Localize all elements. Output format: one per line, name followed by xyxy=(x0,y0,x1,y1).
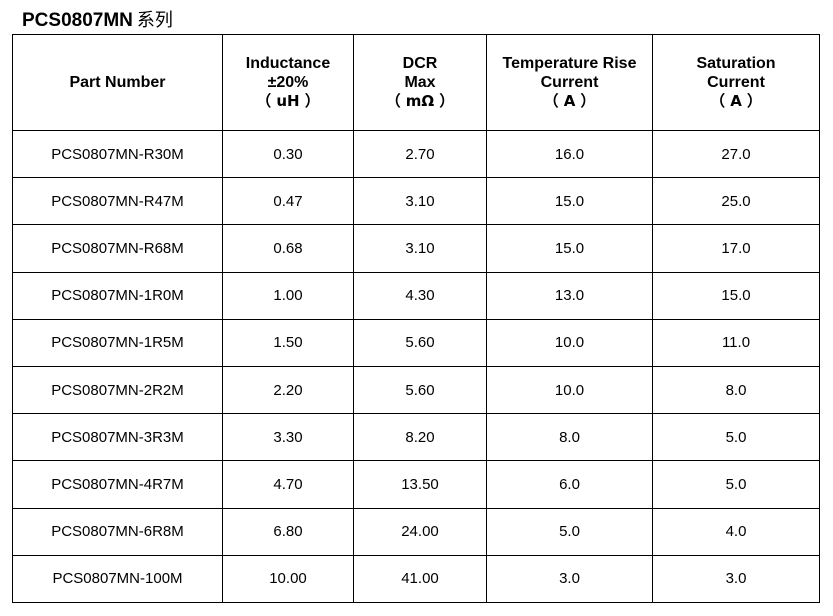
cell-dcr: 24.00 xyxy=(353,507,487,556)
cell-part-number: PCS0807MN-100M xyxy=(12,554,223,603)
title-series: 系列 xyxy=(136,10,173,31)
cell-inductance: 0.68 xyxy=(222,224,354,273)
cell-saturation-current: 15.0 xyxy=(652,271,820,320)
cell-part-number: PCS0807MN-6R8M xyxy=(12,507,223,556)
header-line: Inductance xyxy=(245,55,331,72)
table-row: PCS0807MN-100M 10.00 41.00 3.0 3.0 xyxy=(12,554,820,603)
header-line: Max xyxy=(404,74,436,91)
cell-inductance: 3.30 xyxy=(222,413,354,462)
header-inductance: Inductance ±20% （ uH ） xyxy=(222,34,354,131)
header-unit: （ uH ） xyxy=(256,92,320,110)
cell-part-number: PCS0807MN-1R5M xyxy=(12,318,223,367)
header-unit: （ A ） xyxy=(709,92,763,110)
cell-dcr: 41.00 xyxy=(353,554,487,603)
header-dcr: DCR Max （ mΩ ） xyxy=(353,34,487,131)
cell-part-number: PCS0807MN-2R2M xyxy=(12,365,223,415)
table-row: PCS0807MN-3R3M 3.30 8.20 8.0 5.0 xyxy=(12,413,820,462)
table-row: PCS0807MN-R68M 0.68 3.10 15.0 17.0 xyxy=(12,224,820,273)
cell-inductance: 6.80 xyxy=(222,507,354,556)
cell-part-number: PCS0807MN-R68M xyxy=(12,224,223,273)
cell-saturation-current: 27.0 xyxy=(652,129,820,179)
header-unit: （ A ） xyxy=(543,92,596,110)
table-row: PCS0807MN-4R7M 4.70 13.50 6.0 5.0 xyxy=(12,460,820,509)
cell-part-number: PCS0807MN-4R7M xyxy=(12,460,223,509)
header-line: Current xyxy=(707,74,765,91)
cell-dcr: 3.10 xyxy=(353,177,487,226)
cell-saturation-current: 17.0 xyxy=(652,224,820,273)
header-unit: （ mΩ ） xyxy=(385,92,455,110)
table-header-row: Part Number Inductance ±20% （ uH ） DCR M… xyxy=(12,34,820,131)
table-row: PCS0807MN-R47M 0.47 3.10 15.0 25.0 xyxy=(12,177,820,226)
cell-temperature-rise-current: 5.0 xyxy=(486,507,653,556)
cell-temperature-rise-current: 10.0 xyxy=(486,365,653,415)
page-title: PCS0807MN 系列 xyxy=(22,9,173,33)
cell-part-number: PCS0807MN-1R0M xyxy=(12,271,223,320)
table-row: PCS0807MN-2R2M 2.20 5.60 10.0 8.0 xyxy=(12,365,820,415)
cell-saturation-current: 11.0 xyxy=(652,318,820,367)
cell-temperature-rise-current: 13.0 xyxy=(486,271,653,320)
cell-dcr: 5.60 xyxy=(353,365,487,415)
cell-part-number: PCS0807MN-R47M xyxy=(12,177,223,226)
table-row: PCS0807MN-1R0M 1.00 4.30 13.0 15.0 xyxy=(12,271,820,320)
table-row: PCS0807MN-1R5M 1.50 5.60 10.0 11.0 xyxy=(12,318,820,367)
cell-temperature-rise-current: 3.0 xyxy=(486,554,653,603)
cell-part-number: PCS0807MN-3R3M xyxy=(12,413,223,462)
cell-dcr: 5.60 xyxy=(353,318,487,367)
cell-inductance: 1.00 xyxy=(222,271,354,320)
cell-saturation-current: 3.0 xyxy=(652,554,820,603)
cell-dcr: 3.10 xyxy=(353,224,487,273)
cell-dcr: 4.30 xyxy=(353,271,487,320)
header-line: Part Number xyxy=(69,74,166,91)
header-line: Current xyxy=(540,74,599,91)
cell-inductance: 0.30 xyxy=(222,129,354,179)
cell-saturation-current: 5.0 xyxy=(652,460,820,509)
cell-temperature-rise-current: 16.0 xyxy=(486,129,653,179)
cell-dcr: 8.20 xyxy=(353,413,487,462)
header-line: DCR xyxy=(402,55,438,72)
cell-temperature-rise-current: 10.0 xyxy=(486,318,653,367)
table-row: PCS0807MN-6R8M 6.80 24.00 5.0 4.0 xyxy=(12,507,820,556)
cell-temperature-rise-current: 6.0 xyxy=(486,460,653,509)
cell-temperature-rise-current: 15.0 xyxy=(486,177,653,226)
cell-temperature-rise-current: 8.0 xyxy=(486,413,653,462)
cell-saturation-current: 25.0 xyxy=(652,177,820,226)
cell-inductance: 10.00 xyxy=(222,554,354,603)
cell-inductance: 1.50 xyxy=(222,318,354,367)
cell-saturation-current: 4.0 xyxy=(652,507,820,556)
header-temperature-rise-current: Temperature Rise Current （ A ） xyxy=(486,34,653,131)
cell-temperature-rise-current: 15.0 xyxy=(486,224,653,273)
cell-dcr: 13.50 xyxy=(353,460,487,509)
cell-dcr: 2.70 xyxy=(353,129,487,179)
header-line: ±20% xyxy=(267,74,309,91)
table-row: PCS0807MN-R30M 0.30 2.70 16.0 27.0 xyxy=(12,129,820,179)
cell-part-number: PCS0807MN-R30M xyxy=(12,129,223,179)
header-line: Temperature Rise xyxy=(502,55,637,72)
cell-inductance: 4.70 xyxy=(222,460,354,509)
header-part-number: Part Number xyxy=(12,34,223,131)
cell-saturation-current: 5.0 xyxy=(652,413,820,462)
cell-inductance: 2.20 xyxy=(222,365,354,415)
spec-table: Part Number Inductance ±20% （ uH ） DCR M… xyxy=(12,34,820,603)
header-saturation-current: Saturation Current （ A ） xyxy=(652,34,820,131)
cell-saturation-current: 8.0 xyxy=(652,365,820,415)
title-model: PCS0807MN xyxy=(22,10,133,31)
cell-inductance: 0.47 xyxy=(222,177,354,226)
header-line: Saturation xyxy=(696,55,776,72)
